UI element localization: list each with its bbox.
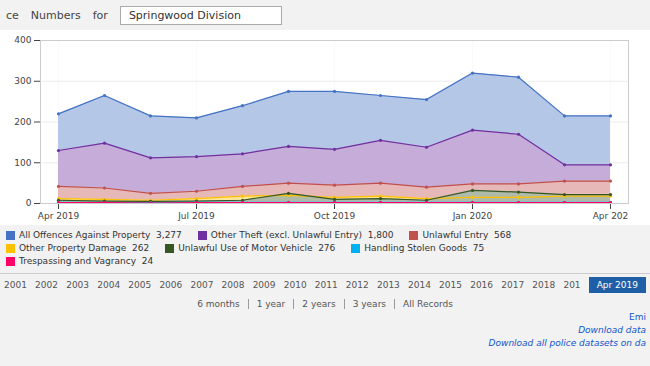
html-text:2018: 2018 xyxy=(532,280,556,290)
html-text:All Offences Against Property: All Offences Against Property 3,277 xyxy=(19,230,182,240)
html-text:Unlawful Entry 568: Unlawful Entry 568 xyxy=(422,230,512,240)
html-text:2006: 2006 xyxy=(159,280,183,290)
html-text:2007: 2007 xyxy=(190,280,214,290)
html-text:2001: 2001 xyxy=(4,280,27,290)
html-text:2005: 2005 xyxy=(128,280,152,290)
html-text:2009: 2009 xyxy=(252,280,276,290)
html-text:2011: 2011 xyxy=(314,280,338,290)
html-text:Trespassing and Vagrancy 24: Trespassing and Vagrancy 24 xyxy=(19,256,154,266)
svg-text:0: 0 xyxy=(26,198,32,208)
svg-text:100: 100 xyxy=(14,158,31,168)
svg-text:Jan 2020: Jan 2020 xyxy=(452,211,493,221)
html-text:2003: 2003 xyxy=(66,280,90,290)
html-text:All Records: All Records xyxy=(403,299,453,309)
html-text:Handling Stolen Goods 75: Handling Stolen Goods 75 xyxy=(364,243,485,253)
html-text:1 year: 1 year xyxy=(256,299,286,309)
html-text:Unlawful Use of Motor Vehicle: Unlawful Use of Motor Vehicle 276 xyxy=(178,243,336,253)
html-text:6 months: 6 months xyxy=(197,299,240,309)
svg-text:400: 400 xyxy=(14,35,31,45)
svg-text:Oct 2019: Oct 2019 xyxy=(314,211,356,221)
html-text:Download data: Download data xyxy=(578,325,646,335)
html-text:Springwood Division: Springwood Division xyxy=(128,8,241,22)
html-text:2015: 2015 xyxy=(439,280,462,290)
html-text:2016: 2016 xyxy=(470,280,494,290)
html-text:Apr 2019: Apr 2019 xyxy=(596,280,638,290)
html-text:2010: 2010 xyxy=(283,280,307,290)
html-text:Other Theft (excl. Unlawful En: Other Theft (excl. Unlawful Entry) 1,800 xyxy=(210,230,394,240)
html-text:2002: 2002 xyxy=(35,280,58,290)
html-text:2 years: 2 years xyxy=(302,299,336,309)
html-text:2014: 2014 xyxy=(408,280,431,290)
html-text:2004: 2004 xyxy=(97,280,121,290)
html-text:Download all police datasets o: Download all police datasets on da xyxy=(488,338,646,348)
svg-text:200: 200 xyxy=(14,117,31,127)
html-text:201: 201 xyxy=(563,280,581,290)
html-text:2013: 2013 xyxy=(376,280,400,290)
svg-text:Apr 2019: Apr 2019 xyxy=(38,211,80,221)
html-text:Emi: Emi xyxy=(629,312,646,322)
svg-text:Jul 2019: Jul 2019 xyxy=(177,211,215,221)
html-text:2008: 2008 xyxy=(221,280,245,290)
html-text:ce: ce xyxy=(6,8,19,22)
html-text:2012: 2012 xyxy=(345,280,369,290)
html-text:Numbers: Numbers xyxy=(30,8,81,22)
html-text:3 years: 3 years xyxy=(352,299,386,309)
svg-text:Apr 202: Apr 202 xyxy=(593,211,629,221)
html-text:2017: 2017 xyxy=(501,280,525,290)
html-text:for: for xyxy=(92,8,108,22)
html-text:Other Property Damage 262: Other Property Damage 262 xyxy=(19,243,150,253)
svg-text:300: 300 xyxy=(14,76,31,86)
